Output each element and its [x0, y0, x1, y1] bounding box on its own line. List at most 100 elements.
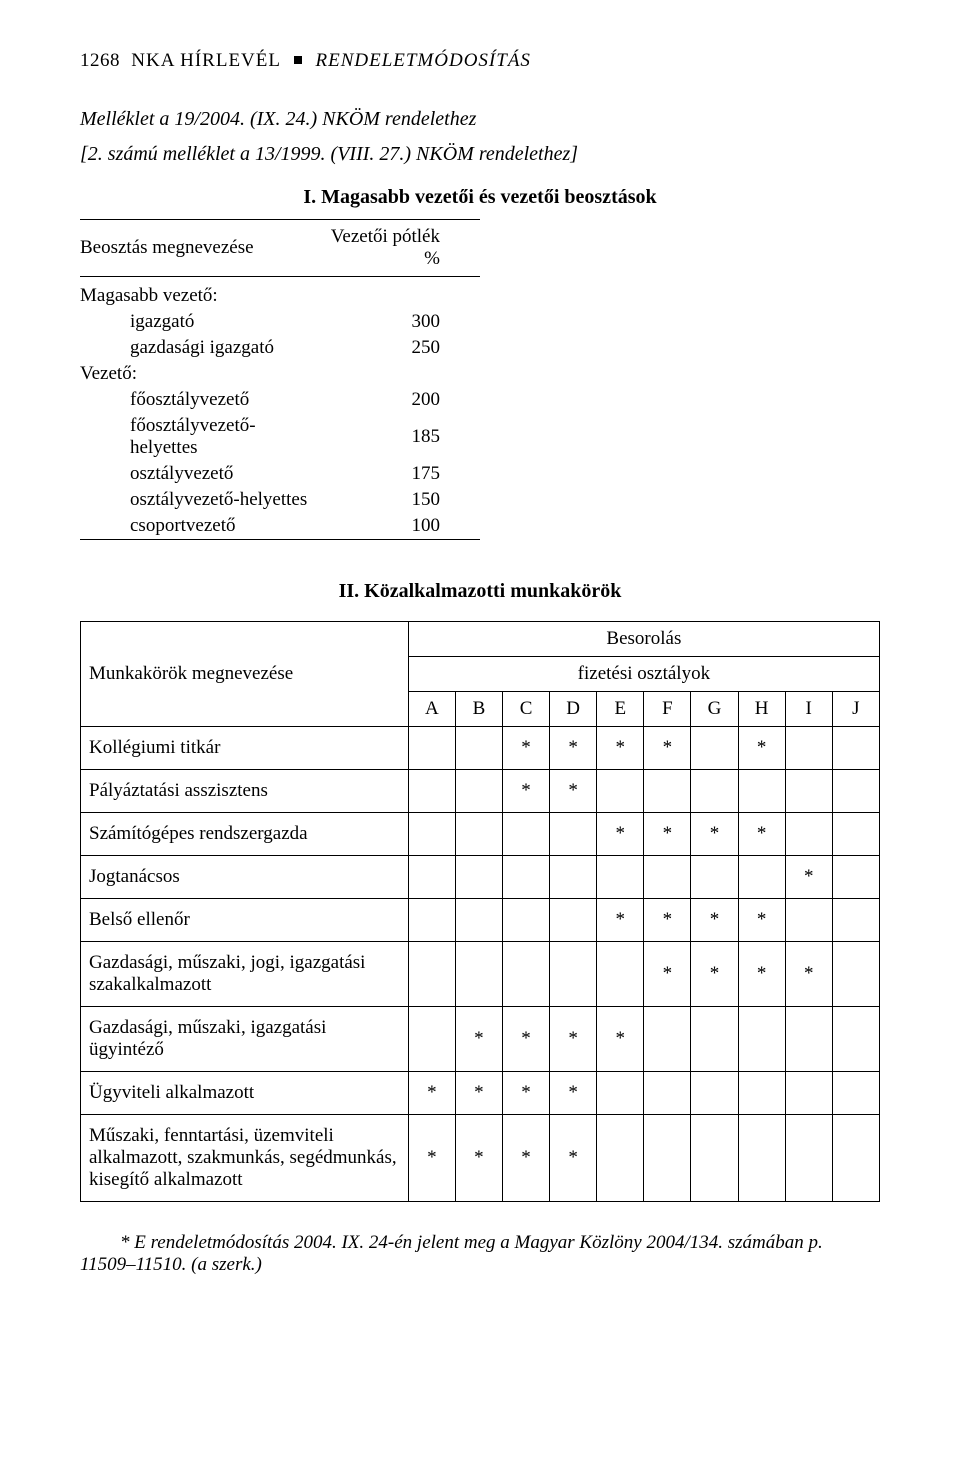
job-cell — [832, 899, 879, 942]
row-name: főosztályvezető — [80, 387, 317, 413]
job-cell: * — [502, 727, 549, 770]
job-cell — [691, 856, 738, 899]
row-value: 150 — [317, 487, 480, 513]
group-2-row: Vezető: — [80, 361, 480, 387]
section-2-title: II. Közalkalmazotti munkakörök — [80, 580, 880, 603]
section-2-rest: Közalkalmazotti munkakörök — [359, 580, 621, 602]
job-cell — [832, 942, 879, 1007]
job-name: Számítógépes rendszergazda — [81, 813, 409, 856]
job-cell — [644, 1072, 691, 1115]
job-cell — [408, 770, 455, 813]
job-cell — [785, 1115, 832, 1202]
row-name: osztályvezető — [80, 461, 317, 487]
job-cell — [455, 770, 502, 813]
job-cell — [550, 942, 597, 1007]
document-page: 1268 NKA HÍRLEVÉL RENDELETMÓDOSÍTÁS Mell… — [0, 0, 960, 1457]
page-number: 1268 — [80, 50, 120, 71]
job-cell — [550, 856, 597, 899]
job-cell — [785, 1072, 832, 1115]
table-row: Gazdasági, műszaki, igazgatási ügyintéző… — [81, 1007, 880, 1072]
job-name: Jogtanácsos — [81, 856, 409, 899]
job-cell — [832, 856, 879, 899]
job-cell: * — [738, 813, 785, 856]
job-cell — [455, 856, 502, 899]
group-top-header: Besorolás — [408, 622, 879, 657]
job-cell: * — [691, 942, 738, 1007]
table-row: főosztályvezető-helyettes 185 — [80, 413, 480, 461]
table-row: Jogtanácsos* — [81, 856, 880, 899]
job-cell — [597, 770, 644, 813]
job-cell: * — [502, 770, 549, 813]
table-row: Számítógépes rendszergazda**** — [81, 813, 880, 856]
col-letter: A — [408, 692, 455, 727]
table-row: Belső ellenőr**** — [81, 899, 880, 942]
group-1-label: Magasabb vezető: — [80, 277, 317, 310]
job-cell: * — [455, 1115, 502, 1202]
job-cell: * — [597, 813, 644, 856]
header-bullet-icon — [294, 56, 302, 64]
job-cell: * — [644, 727, 691, 770]
job-cell — [832, 727, 879, 770]
row-value: 300 — [317, 309, 480, 335]
job-cell: * — [597, 899, 644, 942]
col-letter: J — [832, 692, 879, 727]
intro-line-2: [2. számú melléklet a 13/1999. (VIII. 27… — [80, 143, 880, 166]
running-header: 1268 NKA HÍRLEVÉL RENDELETMÓDOSÍTÁS — [80, 50, 880, 72]
row-name: osztályvezető-helyettes — [80, 487, 317, 513]
table-row: Műszaki, fenntartási, üzemviteli alkalma… — [81, 1115, 880, 1202]
table-row: osztályvezető 175 — [80, 461, 480, 487]
table-row: osztályvezető-helyettes 150 — [80, 487, 480, 513]
job-cell — [455, 899, 502, 942]
positions-table: Beosztás megnevezése Vezetői pótlék % Ma… — [80, 219, 480, 540]
job-cell: * — [455, 1072, 502, 1115]
job-cell: * — [455, 1007, 502, 1072]
row-value: 100 — [317, 513, 480, 540]
job-name: Műszaki, fenntartási, üzemviteli alkalma… — [81, 1115, 409, 1202]
job-cell — [832, 1115, 879, 1202]
job-name: Gazdasági, műszaki, jogi, igazgatási sza… — [81, 942, 409, 1007]
col-letter: C — [502, 692, 549, 727]
job-cell — [832, 1072, 879, 1115]
job-cell — [738, 1007, 785, 1072]
row-name: gazdasági igazgató — [80, 335, 317, 361]
job-cell — [455, 813, 502, 856]
job-cell — [832, 770, 879, 813]
job-name: Belső ellenőr — [81, 899, 409, 942]
job-cell — [785, 899, 832, 942]
job-cell — [644, 1007, 691, 1072]
job-cell — [597, 856, 644, 899]
job-cell — [738, 770, 785, 813]
job-cell: * — [408, 1115, 455, 1202]
job-cell — [502, 856, 549, 899]
job-cell — [502, 813, 549, 856]
col-header-left: Beosztás megnevezése — [80, 220, 317, 277]
jobs-table: Munkakörök megnevezése Besorolás fizetés… — [80, 621, 880, 1202]
col-letter: H — [738, 692, 785, 727]
col-letter: D — [550, 692, 597, 727]
job-cell — [502, 899, 549, 942]
table-row: főosztályvezető 200 — [80, 387, 480, 413]
table-row: Kollégiumi titkár***** — [81, 727, 880, 770]
job-cell — [455, 727, 502, 770]
job-cell: * — [502, 1007, 549, 1072]
job-cell — [550, 899, 597, 942]
job-cell: * — [550, 727, 597, 770]
job-cell: * — [502, 1072, 549, 1115]
group-mid-header: fizetési osztályok — [408, 657, 879, 692]
job-cell: * — [550, 1072, 597, 1115]
row-name: csoportvezető — [80, 513, 317, 540]
footnote-line-2: 11509–11510. (a szerk.) — [80, 1254, 880, 1276]
col-header-right: Vezetői pótlék % — [317, 220, 480, 277]
job-cell — [408, 1007, 455, 1072]
job-cell: * — [738, 942, 785, 1007]
job-cell: * — [738, 899, 785, 942]
job-name: Ügyviteli alkalmazott — [81, 1072, 409, 1115]
job-cell — [408, 727, 455, 770]
job-name: Pályáztatási asszisztens — [81, 770, 409, 813]
group-2-label: Vezető: — [80, 361, 317, 387]
job-cell — [408, 899, 455, 942]
job-cell — [644, 1115, 691, 1202]
job-cell — [691, 727, 738, 770]
job-cell — [691, 1007, 738, 1072]
table-row: gazdasági igazgató 250 — [80, 335, 480, 361]
